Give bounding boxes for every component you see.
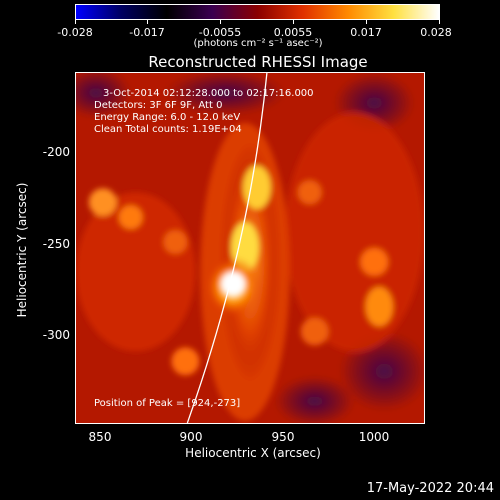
y-tick-label: -250 <box>42 237 70 251</box>
colorbar-tick-label: -0.0055 <box>198 26 242 39</box>
rhessi-image <box>75 72 425 424</box>
colorbar-tick-label: 0.017 <box>350 26 382 39</box>
colorbar <box>75 4 440 20</box>
colorbar-tick-label: -0.028 <box>57 26 93 39</box>
x-tick-label: 1000 <box>358 430 390 444</box>
energy-annotation: Energy Range: 6.0 - 12.0 keV <box>94 112 241 123</box>
peak-annotation: Position of Peak = [924,-273] <box>94 398 241 409</box>
x-tick-label: 950 <box>271 430 295 444</box>
clean-annotation: Clean Total counts: 1.19E+04 <box>94 124 242 135</box>
colorbar-tick <box>147 20 148 24</box>
colorbar-tick-label: 0.0055 <box>273 26 313 39</box>
colorbar-tick <box>220 20 221 24</box>
x-tick-label: 900 <box>179 430 203 444</box>
colorbar-tick <box>293 20 294 24</box>
emission-structure <box>76 73 424 423</box>
solar-limb-line <box>186 73 268 423</box>
colorbar-tick-label: -0.017 <box>129 26 165 39</box>
y-tick-label: -300 <box>42 328 70 342</box>
time-range-annotation: 3-Oct-2014 02:12:28.000 to 02:17:16.000 <box>103 88 314 99</box>
detectors-annotation: Detectors: 3F 6F 9F, Att 0 <box>94 100 223 111</box>
colorbar-tick <box>75 20 76 24</box>
plot-title: Reconstructed RHESSI Image <box>148 53 368 71</box>
colorbar-tick <box>439 20 440 24</box>
x-tick-label: 850 <box>88 430 112 444</box>
colorbar-tick-label: 0.028 <box>420 26 452 39</box>
colorbar-units: (photons cm⁻² s⁻¹ asec⁻²) <box>193 38 323 49</box>
x-axis-label: Heliocentric X (arcsec) <box>185 446 321 460</box>
colorbar-tick <box>366 20 367 24</box>
y-tick-label: -200 <box>42 145 70 159</box>
y-axis-label: Heliocentric Y (arcsec) <box>15 182 29 318</box>
footer-date: 17-May-2022 20:44 <box>366 481 494 496</box>
